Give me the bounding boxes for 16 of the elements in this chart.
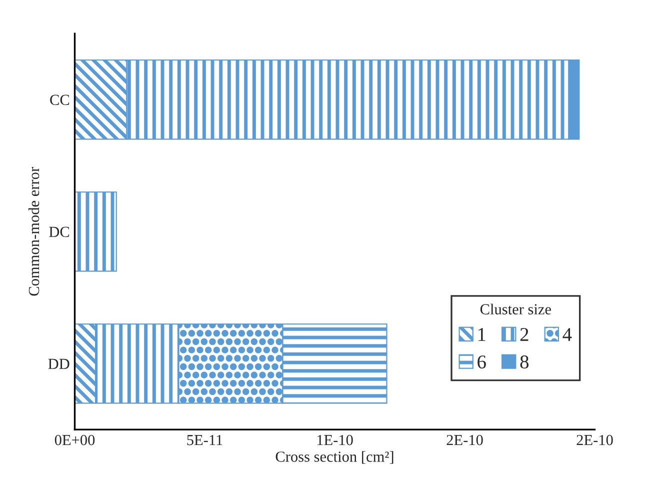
x-tick-label: 2E-10	[446, 434, 483, 446]
legend-label: 8	[520, 355, 529, 369]
legend-label: 4	[562, 328, 572, 341]
x-axis-title: Cross section [cm²]	[276, 451, 394, 464]
y-tick-label: CC	[50, 94, 70, 106]
x-tick-label: 2E-10	[576, 434, 613, 446]
legend-label: 6	[478, 355, 486, 369]
legend-label: 1	[478, 328, 486, 341]
y-tick-label: DD	[48, 358, 70, 369]
legend-label: 2	[520, 328, 528, 341]
x-tick-label: 0E+00	[54, 434, 95, 446]
x-tick-label: 1E-10	[317, 434, 353, 446]
y-axis-title: Common-mode error	[28, 167, 40, 296]
legend-title: Cluster size	[480, 304, 551, 314]
y-tick-label: DC	[49, 226, 70, 238]
x-tick-label: 5E-11	[187, 434, 222, 446]
